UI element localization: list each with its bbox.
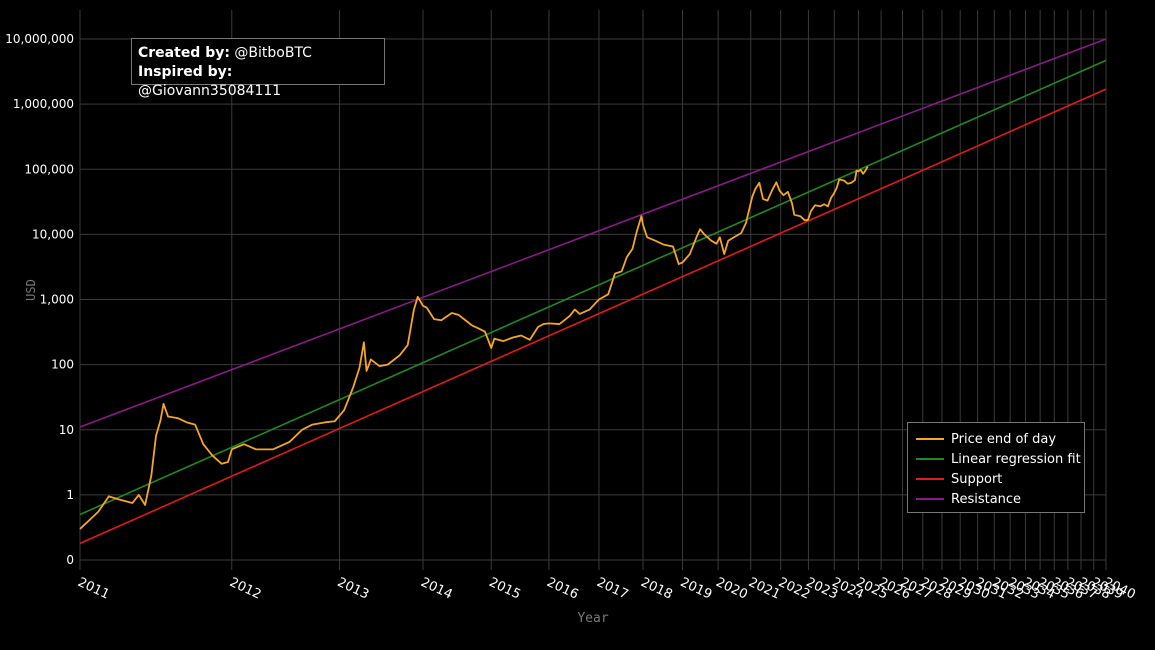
series-layer — [79, 38, 1107, 545]
inspired-by-label: Inspired by: — [138, 64, 233, 80]
y-tick-label: 1,000 — [40, 293, 74, 307]
x-axis-label: Year — [577, 611, 608, 626]
legend-swatch — [916, 498, 944, 500]
y-tick-labels: 0 1 10 100 1,000 10,000 100,000 1,000,000 10,000… — [5, 32, 74, 567]
created-by-label: Created by: — [138, 45, 230, 61]
legend-item: Price end of day — [916, 429, 1084, 449]
legend-label: Support — [951, 471, 1003, 487]
legend: Price end of day Linear regression fit S… — [907, 422, 1085, 513]
legend-label: Resistance — [951, 491, 1022, 507]
legend-swatch — [916, 438, 944, 440]
credits-created: Created by: @BitboBTC — [138, 44, 378, 63]
y-tick-label: 10,000 — [32, 227, 74, 241]
series-resistance — [79, 38, 1107, 428]
legend-label: Price end of day — [951, 431, 1057, 447]
y-tick-label: 10 — [59, 423, 74, 437]
y-tick-label: 0 — [66, 553, 74, 567]
series-support — [79, 88, 1107, 545]
series-linear-regression-fit — [79, 59, 1107, 516]
y-axis-label: USD — [24, 279, 38, 301]
legend-item: Support — [916, 469, 1084, 489]
legend-swatch — [916, 458, 944, 460]
credits-inspired: Inspired by: @Giovann35084111 — [138, 63, 378, 101]
y-tick-label: 100 — [51, 358, 74, 372]
legend-item: Linear regression fit — [916, 449, 1084, 469]
inspired-by-value: @Giovann35084111 — [138, 83, 282, 99]
y-tick-label: 1,000,000 — [13, 97, 74, 111]
credits-box: Created by: @BitboBTC Inspired by: @Giov… — [131, 38, 385, 99]
legend-label: Linear regression fit — [951, 451, 1081, 467]
y-tick-label: 10,000,000 — [5, 32, 74, 46]
legend-swatch — [916, 478, 944, 480]
y-tick-label: 1 — [66, 488, 74, 502]
created-by-value: @BitboBTC — [234, 45, 312, 61]
legend-item: Resistance — [916, 489, 1084, 509]
series-price-end-of-day — [79, 166, 869, 530]
y-tick-label: 100,000 — [24, 162, 74, 176]
